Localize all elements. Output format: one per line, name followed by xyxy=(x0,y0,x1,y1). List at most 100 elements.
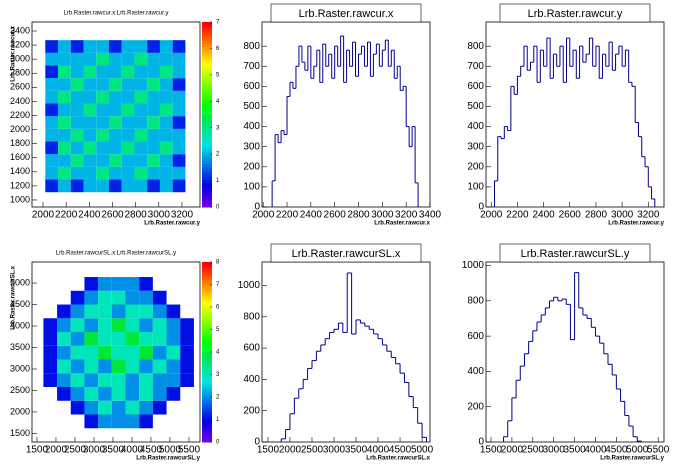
heat-cell xyxy=(180,318,194,333)
heat-cell xyxy=(84,359,99,374)
x-tick-label: 4500 xyxy=(140,445,163,456)
heat-cell xyxy=(70,345,85,360)
colorbar-segment xyxy=(202,370,212,374)
heat-cell xyxy=(139,400,153,415)
x-tick-label: 3000 xyxy=(83,445,106,456)
y-axis-label: Lrb.Raster.rawcurSL.x xyxy=(11,265,17,329)
colorbar-segment xyxy=(202,307,212,311)
heat-cell xyxy=(96,103,109,117)
heat-cell xyxy=(111,359,126,374)
chart-title: Lrb.Raster.rawcur.x xyxy=(299,8,394,20)
colorbar-segment xyxy=(202,268,212,272)
colorbar-segment xyxy=(202,313,212,317)
x-tick-label: 2400 xyxy=(532,210,555,221)
heat-cell xyxy=(166,318,181,333)
colorbar-segment xyxy=(202,68,212,72)
y-tick-label: 2000 xyxy=(10,406,30,416)
y-tick-label: 4500 xyxy=(10,299,30,309)
heat-cell xyxy=(180,332,194,346)
colorbar-segment xyxy=(202,277,212,281)
heat-cell xyxy=(58,65,71,79)
colorbar-segment xyxy=(202,364,212,368)
heat-cell xyxy=(43,373,58,388)
heat-cell xyxy=(147,40,160,53)
colorbar-segment xyxy=(202,340,212,344)
heat-cell xyxy=(98,332,112,346)
y-tick-label: 2500 xyxy=(10,385,30,395)
x-tick-label: 3500 xyxy=(345,445,368,456)
heat-cell xyxy=(152,373,167,388)
y-tick-label: 3000 xyxy=(10,363,30,373)
heat-cell xyxy=(83,65,97,79)
heat-cell xyxy=(125,277,140,291)
heat-cell xyxy=(139,277,153,291)
y-tick-label: 3200 xyxy=(10,39,30,49)
y-tick-label: 0 xyxy=(254,437,260,448)
colorbar-segment xyxy=(202,179,212,183)
x-tick-label: 2200 xyxy=(276,210,299,221)
x-tick-label: 5000 xyxy=(626,445,649,456)
heat-cell xyxy=(108,166,122,180)
colorbar-segment xyxy=(202,86,212,91)
heat-cell xyxy=(57,318,71,333)
heat-cell xyxy=(96,90,109,104)
x-tick-label: 3200 xyxy=(171,210,194,221)
heat-cell xyxy=(111,332,126,346)
heat-cell xyxy=(96,166,109,180)
heat-cell xyxy=(134,166,148,180)
heat-cell xyxy=(147,90,160,104)
y-tick-label: 4000 xyxy=(10,320,30,330)
heat-cell xyxy=(167,415,181,429)
y-tick-label: 100 xyxy=(243,182,260,193)
heat-cell xyxy=(111,277,126,291)
heat-cell xyxy=(172,52,186,66)
heat-cell xyxy=(166,345,181,360)
colorbar-label: 7 xyxy=(216,20,220,26)
x-tick-label: 2000 xyxy=(252,210,275,221)
colorbar-segment xyxy=(202,28,212,32)
colorbar-segment xyxy=(202,322,212,326)
heat-cell xyxy=(134,154,148,167)
colorbar-segment xyxy=(202,415,212,419)
x-axis-label: Lrb.Raster.rawcurSL.y xyxy=(136,456,200,462)
heat-cell xyxy=(139,345,153,360)
colorbar-segment xyxy=(202,433,212,437)
heat-cell xyxy=(139,304,153,319)
heat-cell xyxy=(167,291,181,305)
heat-cell xyxy=(153,415,167,429)
y-tick-label: 600 xyxy=(243,343,260,354)
y-tick-label: 5000 xyxy=(10,277,30,287)
heat-cell xyxy=(43,401,57,415)
x-tick-label: 3500 xyxy=(563,445,586,456)
colorbar-segment xyxy=(202,280,212,284)
heat-cell xyxy=(84,345,99,360)
heat-cell xyxy=(180,277,194,291)
y-tick-label: 3400 xyxy=(10,25,30,35)
colorbar-segment xyxy=(202,89,212,94)
y-tick-label: 700 xyxy=(467,61,484,72)
heat-cell xyxy=(108,65,122,79)
heat-cell xyxy=(147,154,160,167)
x-axis-label: Lrb.Raster.rawcur.y xyxy=(144,221,200,227)
heat-cell xyxy=(159,154,173,167)
x-tick-label: 2000 xyxy=(45,445,68,456)
y-tick-label: 3000 xyxy=(10,54,30,64)
x-tick-label: 5000 xyxy=(159,445,182,456)
x-tick-label: 2600 xyxy=(559,210,582,221)
colorbar-segment xyxy=(202,154,212,159)
y-tick-label: 300 xyxy=(243,141,260,152)
heat-cell xyxy=(83,166,97,180)
y-tick-label: 100 xyxy=(467,182,484,193)
colorbar-segment xyxy=(202,421,212,425)
heat-cell xyxy=(147,78,160,91)
heat-cell xyxy=(111,400,126,415)
colorbar-segment xyxy=(202,46,212,51)
heat-cell xyxy=(84,304,99,319)
heat-cell xyxy=(111,318,126,333)
heat-cell xyxy=(98,359,112,374)
heat-cell xyxy=(159,40,173,53)
heat-cell xyxy=(84,414,99,429)
colorbar-segment xyxy=(202,105,212,109)
y-tick-label: 500 xyxy=(243,101,260,112)
